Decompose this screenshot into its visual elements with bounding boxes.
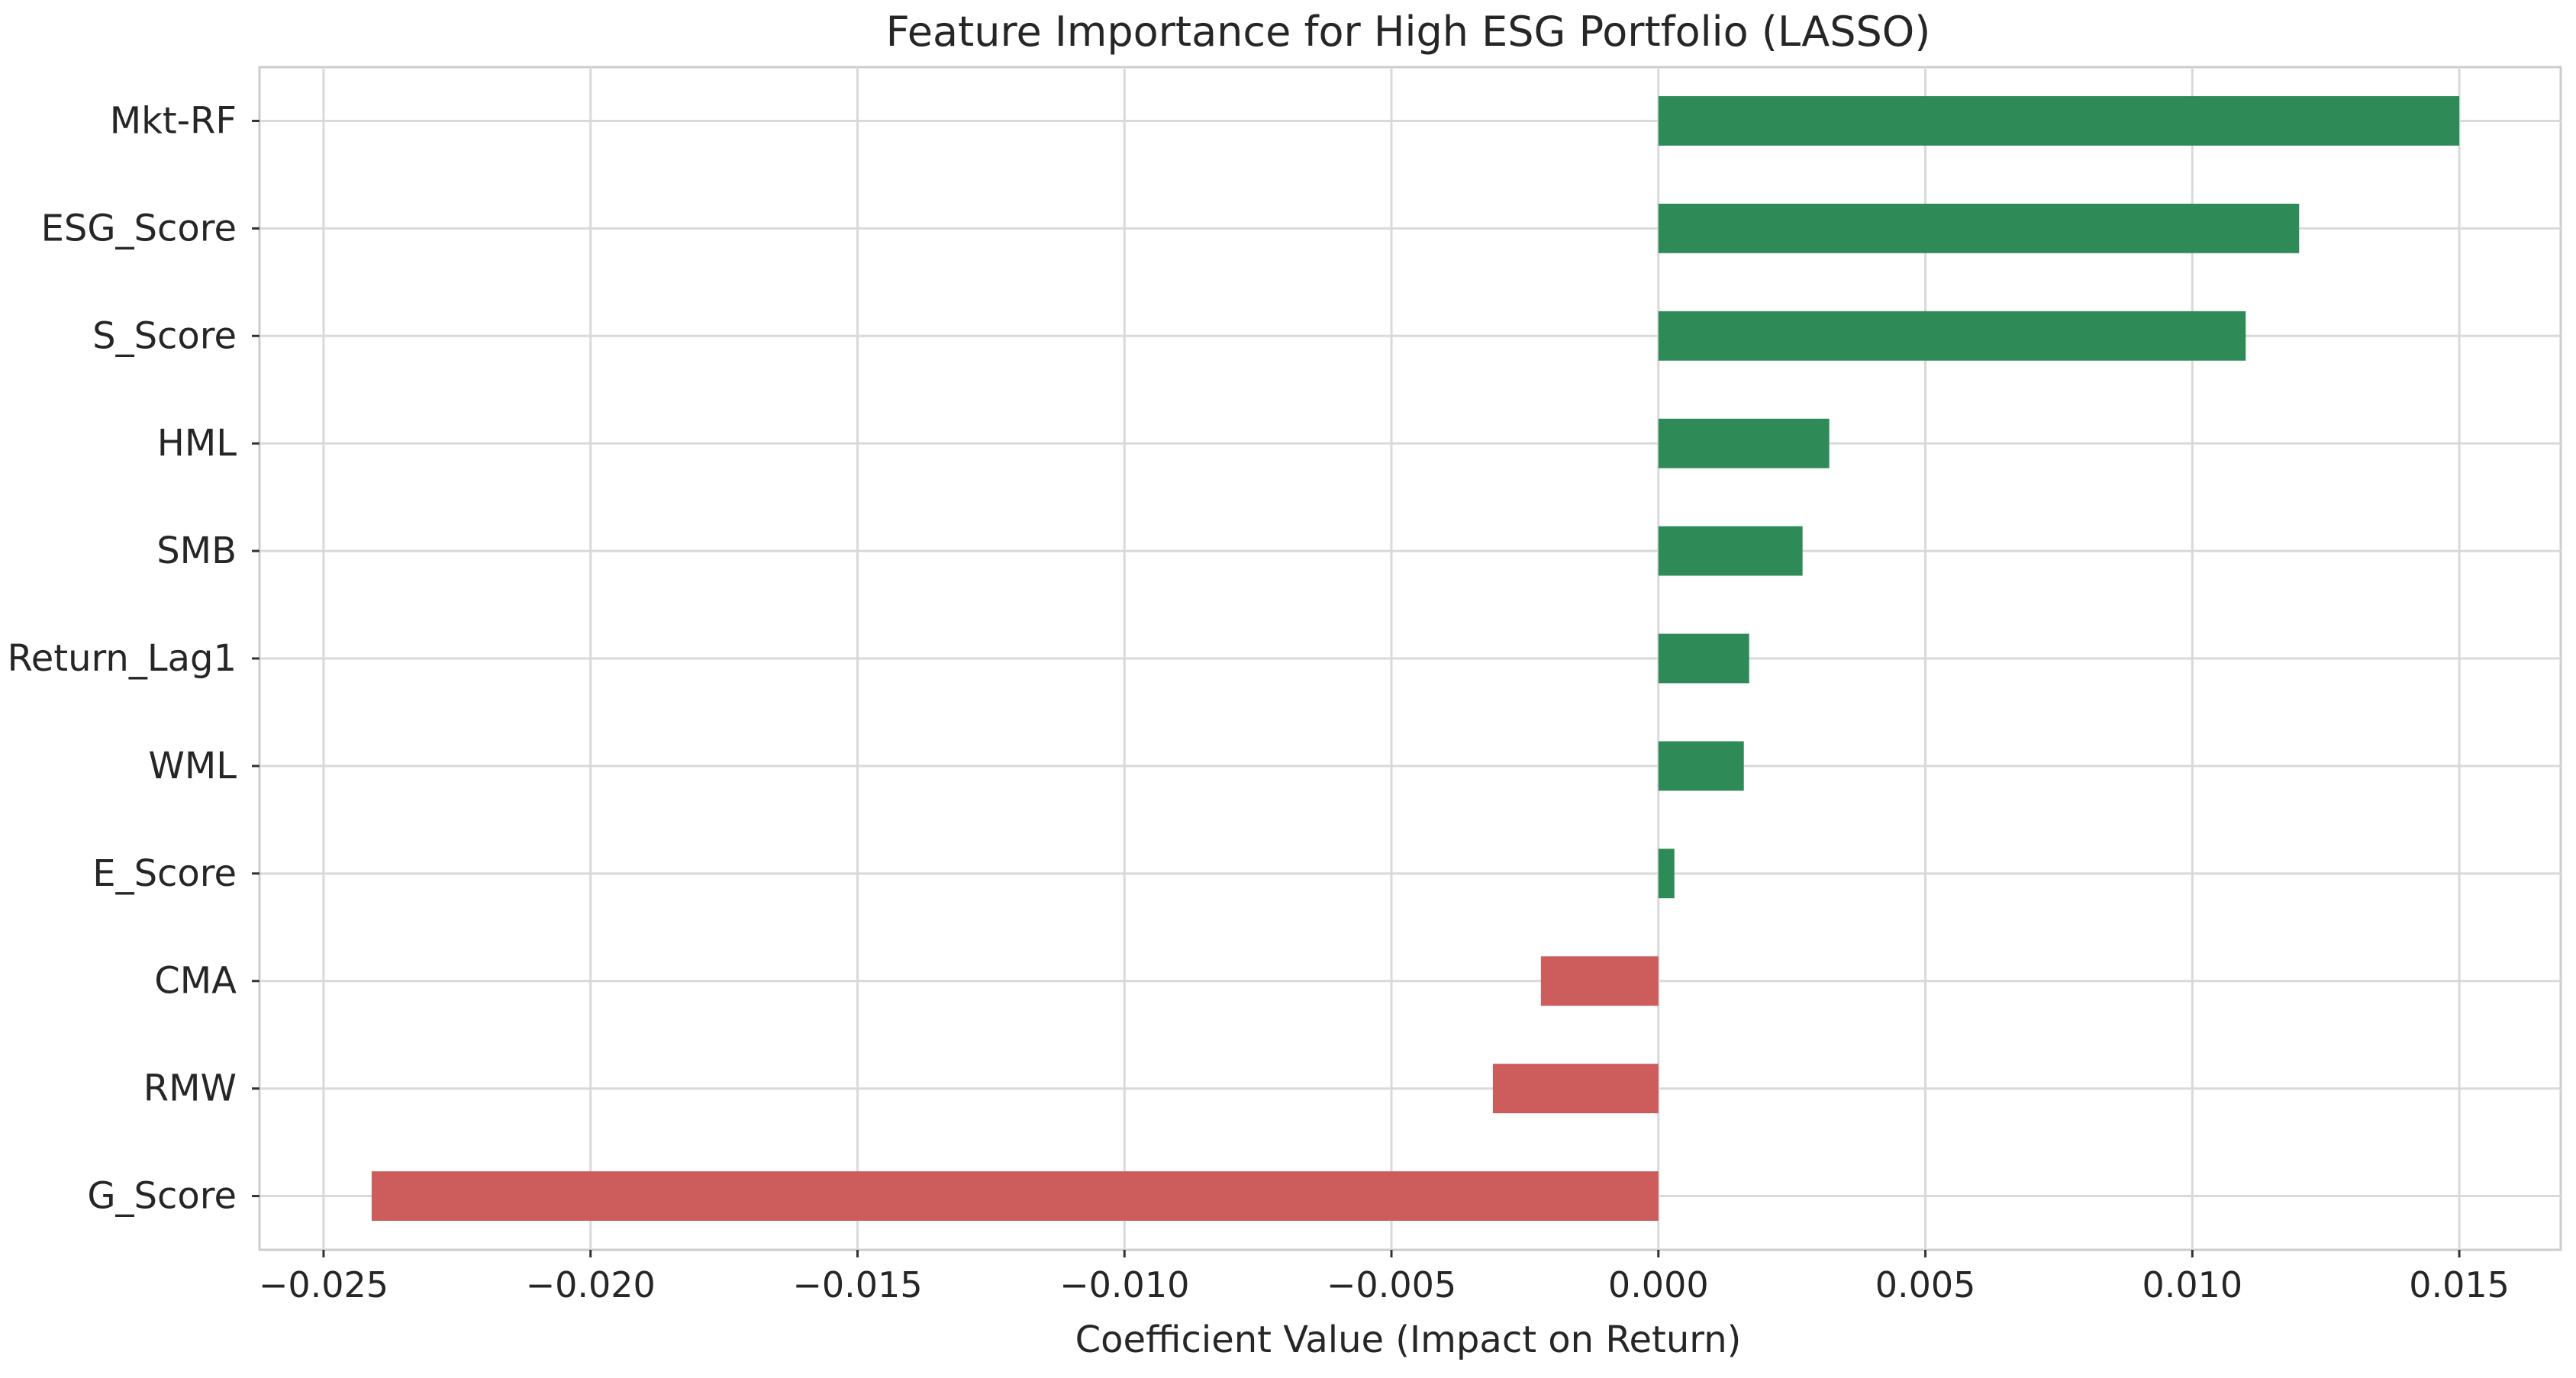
x-tick-label: 0.000 bbox=[1608, 1264, 1709, 1306]
bar-return-lag1 bbox=[1658, 633, 1749, 684]
x-tick-label: 0.005 bbox=[1875, 1264, 1976, 1306]
bar-wml bbox=[1658, 741, 1744, 791]
y-tick-label: CMA bbox=[154, 960, 237, 1003]
x-tick-label: −0.005 bbox=[1327, 1264, 1456, 1306]
bar-s-score bbox=[1658, 311, 2246, 361]
y-tick-label: G_Score bbox=[87, 1175, 237, 1218]
y-tick-label: ESG_Score bbox=[41, 207, 237, 250]
bar-esg-score bbox=[1658, 203, 2300, 253]
chart-title: Feature Importance for High ESG Portfoli… bbox=[886, 8, 1931, 56]
x-tick-label: −0.025 bbox=[259, 1264, 388, 1306]
x-tick-label: −0.020 bbox=[526, 1264, 656, 1306]
bar-hml bbox=[1658, 418, 1830, 468]
bar-cma bbox=[1540, 956, 1659, 1006]
y-tick-label: RMW bbox=[143, 1067, 237, 1110]
bar-smb bbox=[1658, 526, 1803, 576]
y-tick-label: Return_Lag1 bbox=[8, 637, 237, 680]
x-tick-label: −0.010 bbox=[1059, 1264, 1189, 1306]
y-tick-label: E_Score bbox=[92, 852, 237, 895]
y-tick-label: S_Score bbox=[92, 314, 237, 357]
bar-g-score bbox=[371, 1171, 1659, 1221]
bar-rmw bbox=[1492, 1064, 1659, 1114]
x-tick-label: −0.015 bbox=[792, 1264, 922, 1306]
bar-mkt-rf bbox=[1658, 96, 2460, 146]
x-tick-label: 0.010 bbox=[2142, 1264, 2242, 1306]
bars bbox=[371, 96, 2460, 1221]
y-tick-label: HML bbox=[157, 422, 237, 465]
x-tick-label: 0.015 bbox=[2409, 1264, 2510, 1306]
y-tick-label: SMB bbox=[156, 530, 237, 572]
bar-e-score bbox=[1658, 848, 1675, 899]
axes: −0.025 −0.020 −0.015 −0.010 −0.005 0.000 0.005… bbox=[8, 99, 2510, 1306]
y-tick-label: WML bbox=[148, 745, 237, 787]
x-axis-label: Coefficient Value (Impact on Return) bbox=[1075, 1318, 1742, 1361]
y-tick-label: Mkt-RF bbox=[110, 99, 237, 142]
